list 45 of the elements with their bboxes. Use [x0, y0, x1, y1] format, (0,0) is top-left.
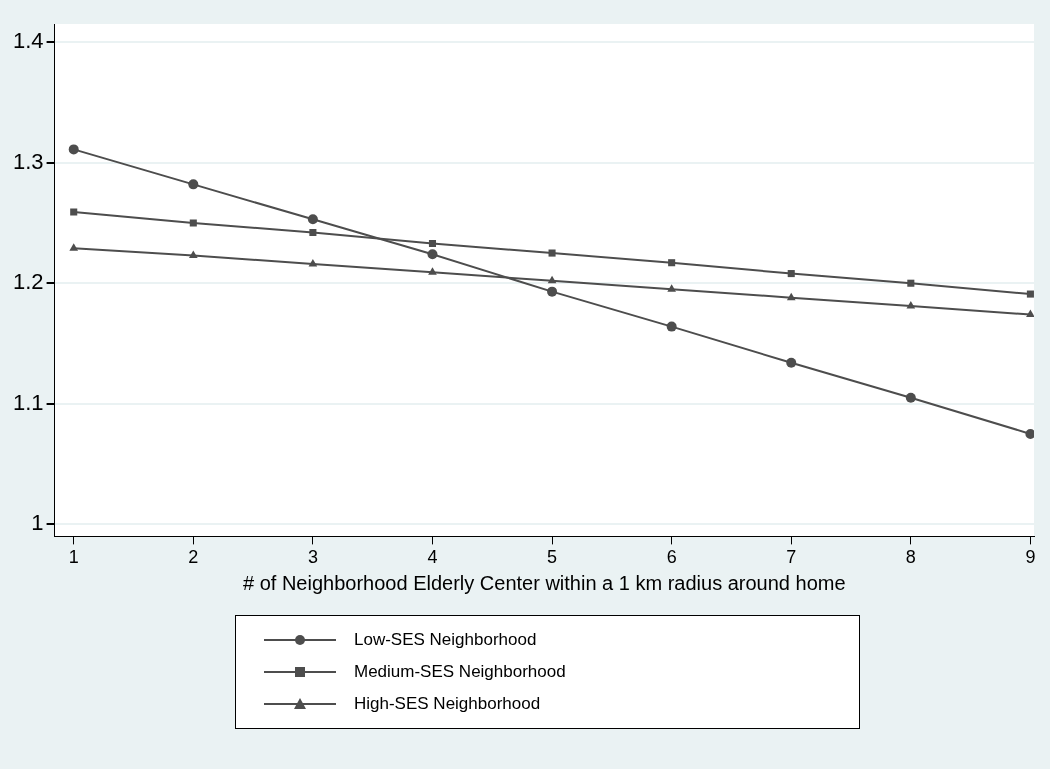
point: [189, 219, 197, 227]
y-tick-label: 1: [31, 510, 44, 536]
point: [787, 270, 795, 278]
point: [68, 144, 79, 155]
point: [307, 214, 318, 225]
point: [1025, 428, 1034, 439]
point: [547, 286, 558, 297]
y-tick-label: 1.1: [12, 389, 44, 415]
y-tick-label: 1.2: [12, 269, 44, 295]
point: [668, 259, 676, 267]
point: [906, 301, 916, 309]
x-tick-label: 9: [1025, 547, 1036, 568]
y-tick-label: 1.3: [12, 148, 44, 174]
legend-label: High-SES Neighborhood: [354, 694, 541, 714]
point: [188, 250, 198, 258]
point: [666, 321, 677, 332]
point: [69, 243, 79, 251]
x-tick-label: 6: [666, 547, 677, 568]
point: [1026, 290, 1034, 298]
point: [428, 267, 437, 275]
legend-label: Medium-SES Neighborhood: [354, 662, 566, 682]
x-tick-label: 8: [905, 547, 916, 568]
point: [309, 229, 317, 237]
point: [786, 357, 797, 368]
point: [188, 179, 199, 190]
x-tick-label: 3: [307, 547, 318, 568]
x-axis-title: # of Neighborhood Elderly Center within a 1 km radius around home: [243, 571, 846, 594]
point: [907, 279, 915, 287]
x-tick-label: 4: [427, 547, 438, 568]
x-tick-label: 2: [188, 547, 199, 568]
point: [428, 239, 437, 247]
point: [308, 258, 318, 267]
point: [547, 275, 557, 284]
y-tick-label: 1.4: [12, 28, 44, 54]
legend-label: Low-SES Neighborhood: [354, 630, 537, 650]
point: [905, 392, 916, 403]
point: [70, 208, 78, 216]
point: [548, 249, 556, 257]
x-tick-label: 5: [547, 547, 558, 568]
x-tick-label: 1: [68, 547, 79, 568]
point: [667, 284, 676, 292]
point: [786, 292, 796, 301]
point: [427, 249, 438, 260]
x-tick-label: 7: [786, 547, 797, 568]
point: [1026, 309, 1034, 318]
